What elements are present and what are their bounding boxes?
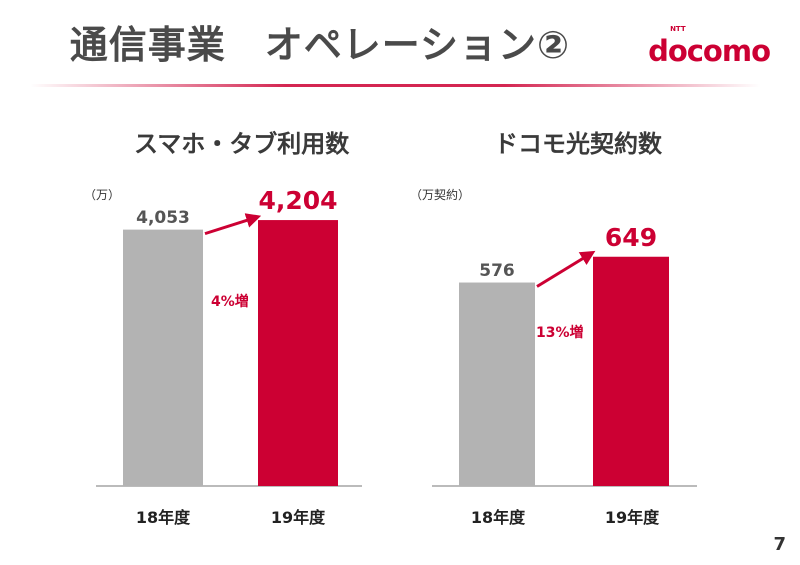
chart-title-smartphone: スマホ・タブ利用数 bbox=[134, 130, 350, 158]
header-divider bbox=[30, 84, 760, 87]
bar-hikari-1 bbox=[593, 256, 669, 486]
docomo-logo: NTT docomo bbox=[648, 25, 771, 68]
ntt-logo-text: NTT bbox=[670, 25, 686, 33]
value-label-smartphone-18: 4,053 bbox=[136, 207, 190, 228]
page-number: 7 bbox=[773, 534, 786, 555]
bar-hikari-0 bbox=[459, 282, 535, 486]
growth-arrow-hikari bbox=[536, 250, 596, 288]
category-label-smartphone-19: 19年度 bbox=[270, 508, 326, 527]
docomo-logo-text: docomo bbox=[648, 34, 771, 68]
value-label-smartphone-19: 4,204 bbox=[258, 186, 338, 216]
category-label-smartphone-18: 18年度 bbox=[135, 508, 191, 527]
unit-label-docomo-hikari: （万契約） bbox=[410, 188, 471, 202]
category-label-hikari-18: 18年度 bbox=[470, 508, 526, 527]
value-label-hikari-19: 649 bbox=[604, 222, 658, 252]
category-label-hikari-19: 19年度 bbox=[604, 508, 660, 527]
growth-label-docomo-hikari: 13%増 bbox=[536, 325, 584, 341]
unit-label-smartphone: （万） bbox=[84, 188, 121, 202]
bar-smartphone-0 bbox=[123, 229, 203, 486]
chart-title-docomo-hikari: ドコモ光契約数 bbox=[494, 130, 662, 158]
growth-label-smartphone: 4%増 bbox=[211, 294, 249, 310]
page-title: 通信事業 オペレーション② bbox=[69, 23, 571, 67]
growth-arrow-smartphone bbox=[204, 213, 262, 236]
bar-smartphone-1 bbox=[258, 220, 338, 486]
value-label-hikari-18: 576 bbox=[479, 260, 515, 281]
